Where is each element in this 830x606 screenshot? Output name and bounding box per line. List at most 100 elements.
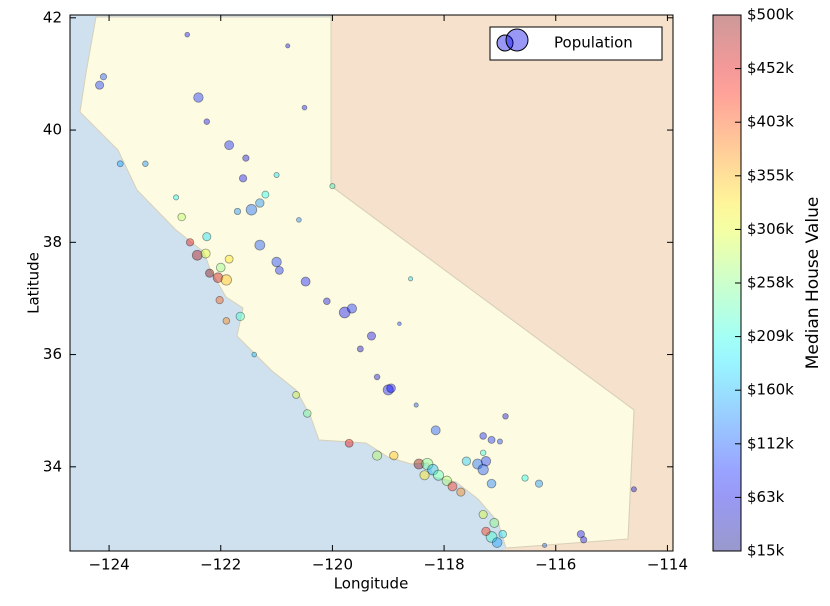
point <box>421 457 434 471</box>
point <box>480 456 492 467</box>
point <box>274 265 284 275</box>
legend: Population <box>489 26 663 61</box>
point <box>486 478 497 489</box>
point <box>200 248 211 259</box>
point <box>630 486 637 493</box>
point <box>245 204 258 216</box>
point <box>202 232 212 242</box>
point <box>408 276 414 282</box>
point <box>479 449 487 456</box>
point <box>255 198 265 208</box>
point <box>521 474 529 482</box>
colorbar-label: Median House Value <box>803 197 823 370</box>
y-axis-label: Latitude <box>25 252 43 314</box>
point <box>382 384 394 396</box>
colorbar-tick-label: $306k <box>747 220 794 238</box>
x-tick-label: −116 <box>535 556 576 574</box>
point <box>303 409 312 418</box>
colorbar-tick-label: $112k <box>747 434 794 452</box>
colorbar-tick-label: $209k <box>747 327 794 345</box>
legend-box <box>489 26 663 61</box>
point <box>296 217 302 223</box>
point <box>323 297 331 306</box>
y-tick-label: 38 <box>43 233 62 251</box>
point <box>224 254 234 264</box>
point <box>479 432 487 440</box>
point <box>366 331 377 341</box>
point <box>185 238 195 247</box>
x-tick-label: −122 <box>200 556 241 574</box>
colorbar-tick-label: $258k <box>747 274 794 292</box>
point <box>481 526 491 537</box>
point <box>487 435 496 444</box>
point <box>116 160 124 168</box>
point <box>472 458 483 470</box>
point <box>203 118 211 125</box>
point <box>99 73 108 81</box>
point <box>496 438 503 445</box>
point <box>441 475 453 487</box>
x-tick-label: −114 <box>647 556 688 574</box>
point <box>215 262 226 273</box>
california <box>79 16 635 549</box>
point <box>397 321 402 326</box>
point <box>427 463 439 476</box>
point <box>477 464 489 476</box>
point <box>193 92 204 103</box>
point <box>373 373 381 381</box>
point <box>254 239 266 251</box>
point <box>489 518 500 528</box>
point <box>478 509 488 520</box>
point <box>220 274 232 286</box>
point <box>238 174 248 183</box>
point <box>300 276 311 287</box>
point <box>233 207 242 216</box>
point <box>580 536 588 544</box>
point <box>386 383 396 394</box>
point <box>491 537 503 548</box>
point <box>212 272 224 283</box>
point <box>413 458 425 470</box>
point <box>142 160 149 167</box>
point <box>301 104 308 111</box>
point <box>485 531 498 543</box>
point <box>242 154 250 162</box>
map <box>70 15 673 551</box>
point <box>498 529 507 539</box>
point <box>461 456 472 466</box>
colorbar-tick-label: $452k <box>747 59 794 77</box>
point <box>191 249 203 261</box>
point <box>177 212 186 222</box>
point <box>419 470 430 481</box>
point <box>95 80 105 90</box>
point <box>534 479 544 488</box>
plot-frame <box>69 14 674 552</box>
x-tick-label: −120 <box>312 556 353 574</box>
point <box>430 425 441 436</box>
point <box>273 171 280 178</box>
point <box>261 190 270 199</box>
point <box>224 140 235 151</box>
point <box>344 438 354 448</box>
point <box>292 391 301 399</box>
x-axis-label: Longitude <box>334 575 409 593</box>
point <box>542 542 548 548</box>
colorbar-tick-label: $355k <box>747 166 794 184</box>
x-tick-label: −124 <box>88 556 129 574</box>
point <box>251 351 258 358</box>
x-tick-label: −118 <box>423 556 464 574</box>
point <box>285 43 291 49</box>
point <box>413 402 419 408</box>
point <box>215 296 224 305</box>
point <box>271 256 282 268</box>
point <box>576 530 585 539</box>
colorbar-tick-label: $403k <box>747 113 794 131</box>
point <box>447 481 458 492</box>
point <box>432 469 445 481</box>
y-tick-label: 40 <box>43 121 62 139</box>
point <box>372 450 383 461</box>
point <box>235 311 245 322</box>
point <box>222 317 231 325</box>
point <box>329 183 336 190</box>
